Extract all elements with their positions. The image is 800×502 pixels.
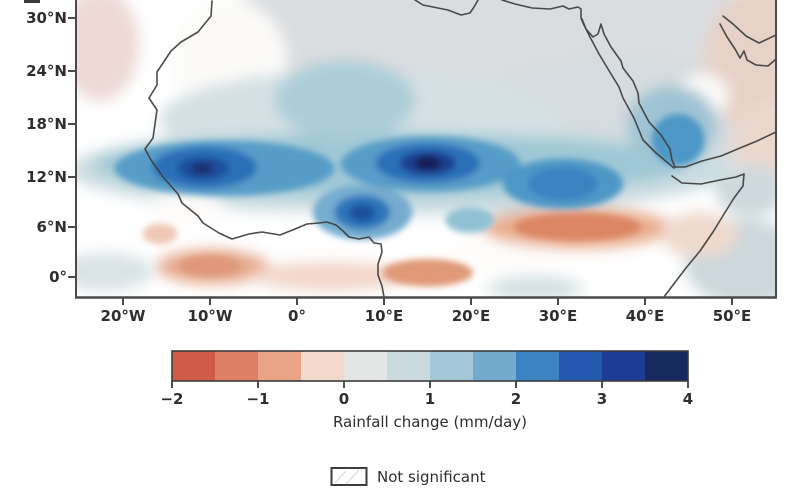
coastline-persian-gulf-south xyxy=(719,23,776,67)
hatch-pattern xyxy=(334,469,360,485)
colorbar-segment-11 xyxy=(645,351,689,381)
colorbar-segment-10 xyxy=(602,351,646,381)
x-tick-40e: 40°E xyxy=(626,307,665,325)
region-sahel-east-blue-core xyxy=(528,167,598,201)
x-tick-20w: 20°W xyxy=(101,307,146,325)
y-tick-18n: 18°N xyxy=(26,115,67,133)
region-yemen-blue xyxy=(651,113,705,166)
cb-tick-4: 4 xyxy=(683,390,693,408)
region-car-teal-spot xyxy=(445,207,495,233)
coastline-aden-north xyxy=(674,131,776,168)
region-guinea-white-gap xyxy=(146,191,225,223)
coastline-somalia xyxy=(663,173,745,297)
region-equator-pink xyxy=(251,261,409,291)
region-congo-pale-teal xyxy=(487,276,584,297)
coastline-atlantic-guinea xyxy=(144,0,385,297)
coastline-gulf-of-sidra xyxy=(414,0,479,16)
colorbar-segment-6 xyxy=(430,351,474,381)
cb-tick-neg2: −2 xyxy=(160,390,183,408)
x-tick-50e: 50°E xyxy=(713,307,752,325)
cb-tick-2: 2 xyxy=(511,390,521,408)
rainfall-contour-cores xyxy=(114,113,705,287)
region-atlantic-pink-northwest xyxy=(76,0,140,101)
colorbar-segment-4 xyxy=(344,351,388,381)
region-atlantic-pale-blue-sw xyxy=(76,252,154,291)
x-tick-30e: 30°E xyxy=(539,307,578,325)
colorbar-segment-2 xyxy=(258,351,302,381)
x-tick-20e: 20°E xyxy=(452,307,491,325)
colorbar-segment-3 xyxy=(301,351,345,381)
cb-tick-1: 1 xyxy=(425,390,435,408)
y-tick-24n: 24°N xyxy=(26,62,67,80)
colorbar: −2 −1 0 1 2 3 4 Rainfall change (mm/day) xyxy=(160,350,693,431)
region-sahel-west-darkest xyxy=(190,162,214,175)
coastline-sinai-arabia-west xyxy=(581,18,676,168)
cb-tick-neg1: −1 xyxy=(246,390,269,408)
y-tick-marks xyxy=(68,17,75,278)
colorbar-segment-9 xyxy=(559,351,603,381)
colorbar-segment-1 xyxy=(215,351,259,381)
region-senegal-pink-spot xyxy=(142,223,178,245)
not-significant-label: Not significant xyxy=(377,468,486,486)
region-horn-pink xyxy=(660,212,740,258)
colorbar-segment-7 xyxy=(473,351,517,381)
colorbar-title: Rainfall change (mm/day) xyxy=(333,413,527,431)
map-panel: 30°N 24°N 18°N 12°N 6°N 0° 20°W 10°W 0° … xyxy=(26,0,777,325)
y-axis-labels: 30°N 24°N 18°N 12°N 6°N 0° xyxy=(26,9,67,286)
region-liberia-orange-core xyxy=(179,255,241,277)
colorbar-tick-marks xyxy=(171,381,689,388)
colorbar-segment-8 xyxy=(516,351,560,381)
region-cameroon-blue-dark xyxy=(349,204,376,222)
significance-legend: Not significant xyxy=(330,467,486,486)
y-tick-30n: 30°N xyxy=(26,9,67,27)
cropped-tick-label-artifact xyxy=(24,0,40,3)
x-tick-0: 0° xyxy=(288,307,306,325)
x-tick-10e: 10°E xyxy=(365,307,404,325)
x-tick-10w: 10°W xyxy=(188,307,233,325)
colorbar-segment-5 xyxy=(387,351,431,381)
x-tick-marks xyxy=(122,298,733,305)
colorbar-segments xyxy=(172,351,689,381)
region-hoggar-teal xyxy=(275,60,415,140)
region-sahel-center-darkest xyxy=(414,156,441,170)
cb-tick-0: 0 xyxy=(339,390,349,408)
x-axis-labels: 20°W 10°W 0° 10°E 20°E 30°E 40°E 50°E xyxy=(101,307,752,325)
colorbar-segment-0 xyxy=(172,351,216,381)
region-aden-pale-blue xyxy=(715,164,776,217)
coastlines xyxy=(144,0,776,297)
region-south-sudan-orange-core xyxy=(514,213,642,241)
coastline-persian-gulf-north xyxy=(722,15,776,44)
region-gabon-orange xyxy=(382,258,474,287)
not-significant-swatch xyxy=(330,467,368,486)
axes-spines xyxy=(75,0,777,299)
cb-tick-3: 3 xyxy=(597,390,607,408)
colorbar-tick-labels: −2 −1 0 1 2 3 4 xyxy=(160,390,693,408)
y-tick-0: 0° xyxy=(49,268,67,286)
y-tick-12n: 12°N xyxy=(26,168,67,186)
y-tick-6n: 6°N xyxy=(37,218,68,236)
